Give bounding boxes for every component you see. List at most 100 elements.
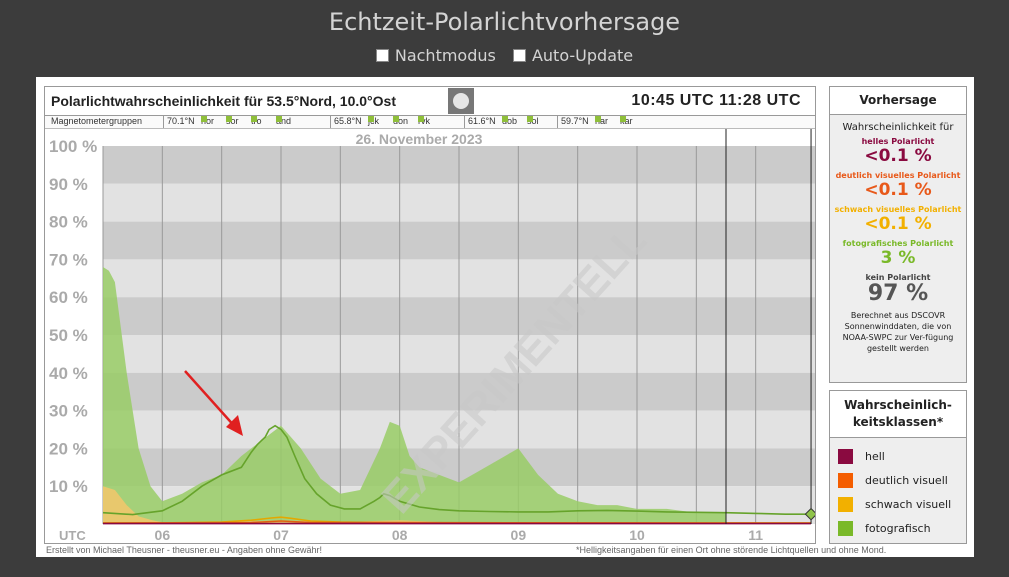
forecast-item-label: kein Polarlicht xyxy=(865,273,931,282)
time-readout: 10:45 UTC 11:28 UTC xyxy=(631,92,801,110)
class-legend-item: fotografisch xyxy=(830,516,966,540)
magnetometer-lat: 70.1°N xyxy=(167,116,195,126)
auto-update-label: Auto-Update xyxy=(531,46,634,65)
y-tick-label: 80 % xyxy=(49,213,88,232)
station-status-icon xyxy=(502,116,508,122)
station-status-icon xyxy=(595,116,601,122)
station-status-icon xyxy=(527,116,533,122)
forecast-title: Vorhersage xyxy=(830,87,966,115)
x-tick-label: 08 xyxy=(392,527,408,543)
forecast-item-value: 97 % xyxy=(867,281,929,306)
station-status-icon xyxy=(620,116,626,122)
forecast-item-value: <0.1 % xyxy=(864,180,932,200)
magnetometer-station: har xyxy=(595,116,609,126)
options-bar: Nachtmodus Auto-Update xyxy=(0,46,1009,66)
chart-title: Polarlichtwahrscheinlichkeit für 53.5°No… xyxy=(51,93,396,109)
magnetometer-station: dob xyxy=(502,116,518,126)
classes-title: Wahrscheinlich-keitsklassen* xyxy=(830,391,966,438)
chart-box: Polarlichtwahrscheinlichkeit für 53.5°No… xyxy=(44,86,816,544)
station-status-icon xyxy=(368,116,374,122)
y-tick-label: 50 % xyxy=(49,326,88,345)
station-status-icon xyxy=(418,116,424,122)
night-mode-option[interactable]: Nachtmodus xyxy=(375,46,496,65)
x-axis-label: UTC xyxy=(59,528,86,543)
magnetometer-station: and xyxy=(276,116,292,126)
chart-header: Polarlichtwahrscheinlichkeit für 53.5°No… xyxy=(45,87,815,116)
magnetometer-separator xyxy=(330,116,331,128)
forecast-endpoint xyxy=(804,507,815,521)
annotation-arrow-head xyxy=(226,415,243,436)
forecast-panel: Vorhersage Wahrscheinlichkeit für helles… xyxy=(829,86,967,383)
magnetometer-lat: 65.8°N xyxy=(334,116,362,126)
class-label: fotografisch xyxy=(865,521,931,535)
forecast-item-label: helles Polarlicht xyxy=(861,137,935,146)
class-swatch xyxy=(838,496,853,512)
x-tick-label: 11 xyxy=(748,527,763,543)
auto-update-checkbox[interactable] xyxy=(512,49,526,62)
forecast-item-value: <0.1 % xyxy=(864,146,932,166)
magnetometer-station: sor xyxy=(226,116,239,126)
y-tick-label: 70 % xyxy=(49,250,88,269)
current-time: 10:45 UTC xyxy=(631,92,715,109)
class-label: schwach visuell xyxy=(865,497,952,511)
station-status-icon xyxy=(393,116,399,122)
chart-svg: 26. November 2023 10 % 20 % 30 % 40 % 50 % 60 … xyxy=(49,129,815,543)
forecast-intro: Wahrscheinlichkeit für xyxy=(842,122,954,133)
forecast-time: 11:28 UTC xyxy=(719,92,801,109)
forecast-item: kein Polarlicht 97 % xyxy=(830,273,966,306)
forecast-items: helles Polarlicht <0.1 % deutlich visuelle… xyxy=(830,137,966,306)
class-legend-item: hell xyxy=(830,444,966,468)
classes-list: hell deutlich visuell schwach visuell fotog… xyxy=(830,438,966,540)
y-tick-label: 100 % xyxy=(49,137,97,156)
series-line xyxy=(102,520,812,525)
class-legend-item: schwach visuell xyxy=(830,492,966,516)
night-mode-checkbox[interactable] xyxy=(375,49,389,62)
footnote-text: *Helligkeitsangaben für einen Ort ohne s… xyxy=(576,545,887,555)
class-legend-item: deutlich visuell xyxy=(830,468,966,492)
series-line xyxy=(102,424,811,516)
magnetometer-separator xyxy=(464,116,465,128)
x-tick-label: 06 xyxy=(155,527,171,543)
station-status-icon xyxy=(201,116,207,122)
y-tick-label: 30 % xyxy=(49,402,88,421)
class-label: deutlich visuell xyxy=(865,473,948,487)
station-status-icon xyxy=(226,116,232,122)
station-status-icon xyxy=(276,116,282,122)
classes-panel: Wahrscheinlich-keitsklassen* hell deutlic… xyxy=(829,390,967,544)
magnetometer-station: jck xyxy=(368,116,379,126)
forecast-item-label: schwach visuelles Polarlicht xyxy=(834,205,962,214)
magnetometer-lat: 59.7°N xyxy=(561,116,589,126)
annotation-arrow-shaft xyxy=(184,370,238,430)
magnetometer-station: sol xyxy=(527,116,539,126)
magnetometer-separator xyxy=(557,116,558,128)
series-area xyxy=(103,267,726,524)
app-title: Echtzeit-Polarlichtvorhersage xyxy=(328,8,681,36)
magnetometer-lat: 61.6°N xyxy=(468,116,496,126)
auto-update-option[interactable]: Auto-Update xyxy=(512,46,634,65)
x-tick-label: 07 xyxy=(273,527,289,543)
class-swatch xyxy=(838,472,853,488)
magnetometer-station: rvk xyxy=(418,116,430,126)
magnetometer-station: kar xyxy=(620,116,633,126)
moon-phase-icon xyxy=(448,88,474,114)
magnetometer-bar: Magnetometergruppen 70.1°N nor sor tro and 65.… xyxy=(45,116,815,129)
x-tick-label: 10 xyxy=(629,527,645,543)
y-tick-label: 90 % xyxy=(49,175,88,194)
forecast-item-value: <0.1 % xyxy=(864,214,932,234)
chart-date: 26. November 2023 xyxy=(356,131,483,147)
y-tick-label: 10 % xyxy=(49,477,88,496)
y-tick-label: 40 % xyxy=(49,364,88,383)
forecast-item: helles Polarlicht <0.1 % xyxy=(830,137,966,167)
magnetometer-label: Magnetometergruppen xyxy=(51,116,143,126)
class-swatch xyxy=(838,448,853,464)
magnetometer-station: tro xyxy=(251,116,262,126)
forecast-item-label: fotografisches Polarlicht xyxy=(842,239,954,248)
forecast-item: fotografisches Polarlicht 3 % xyxy=(830,239,966,269)
class-swatch xyxy=(838,520,853,536)
forecast-item-value: 3 % xyxy=(880,248,916,268)
magnetometer-station: nor xyxy=(201,116,215,126)
night-mode-label: Nachtmodus xyxy=(394,46,496,65)
magnetometer-separator xyxy=(163,116,164,128)
credit-text: Erstellt von Michael Theusner - theusner… xyxy=(46,545,322,555)
magnetometer-station: don xyxy=(393,116,409,126)
